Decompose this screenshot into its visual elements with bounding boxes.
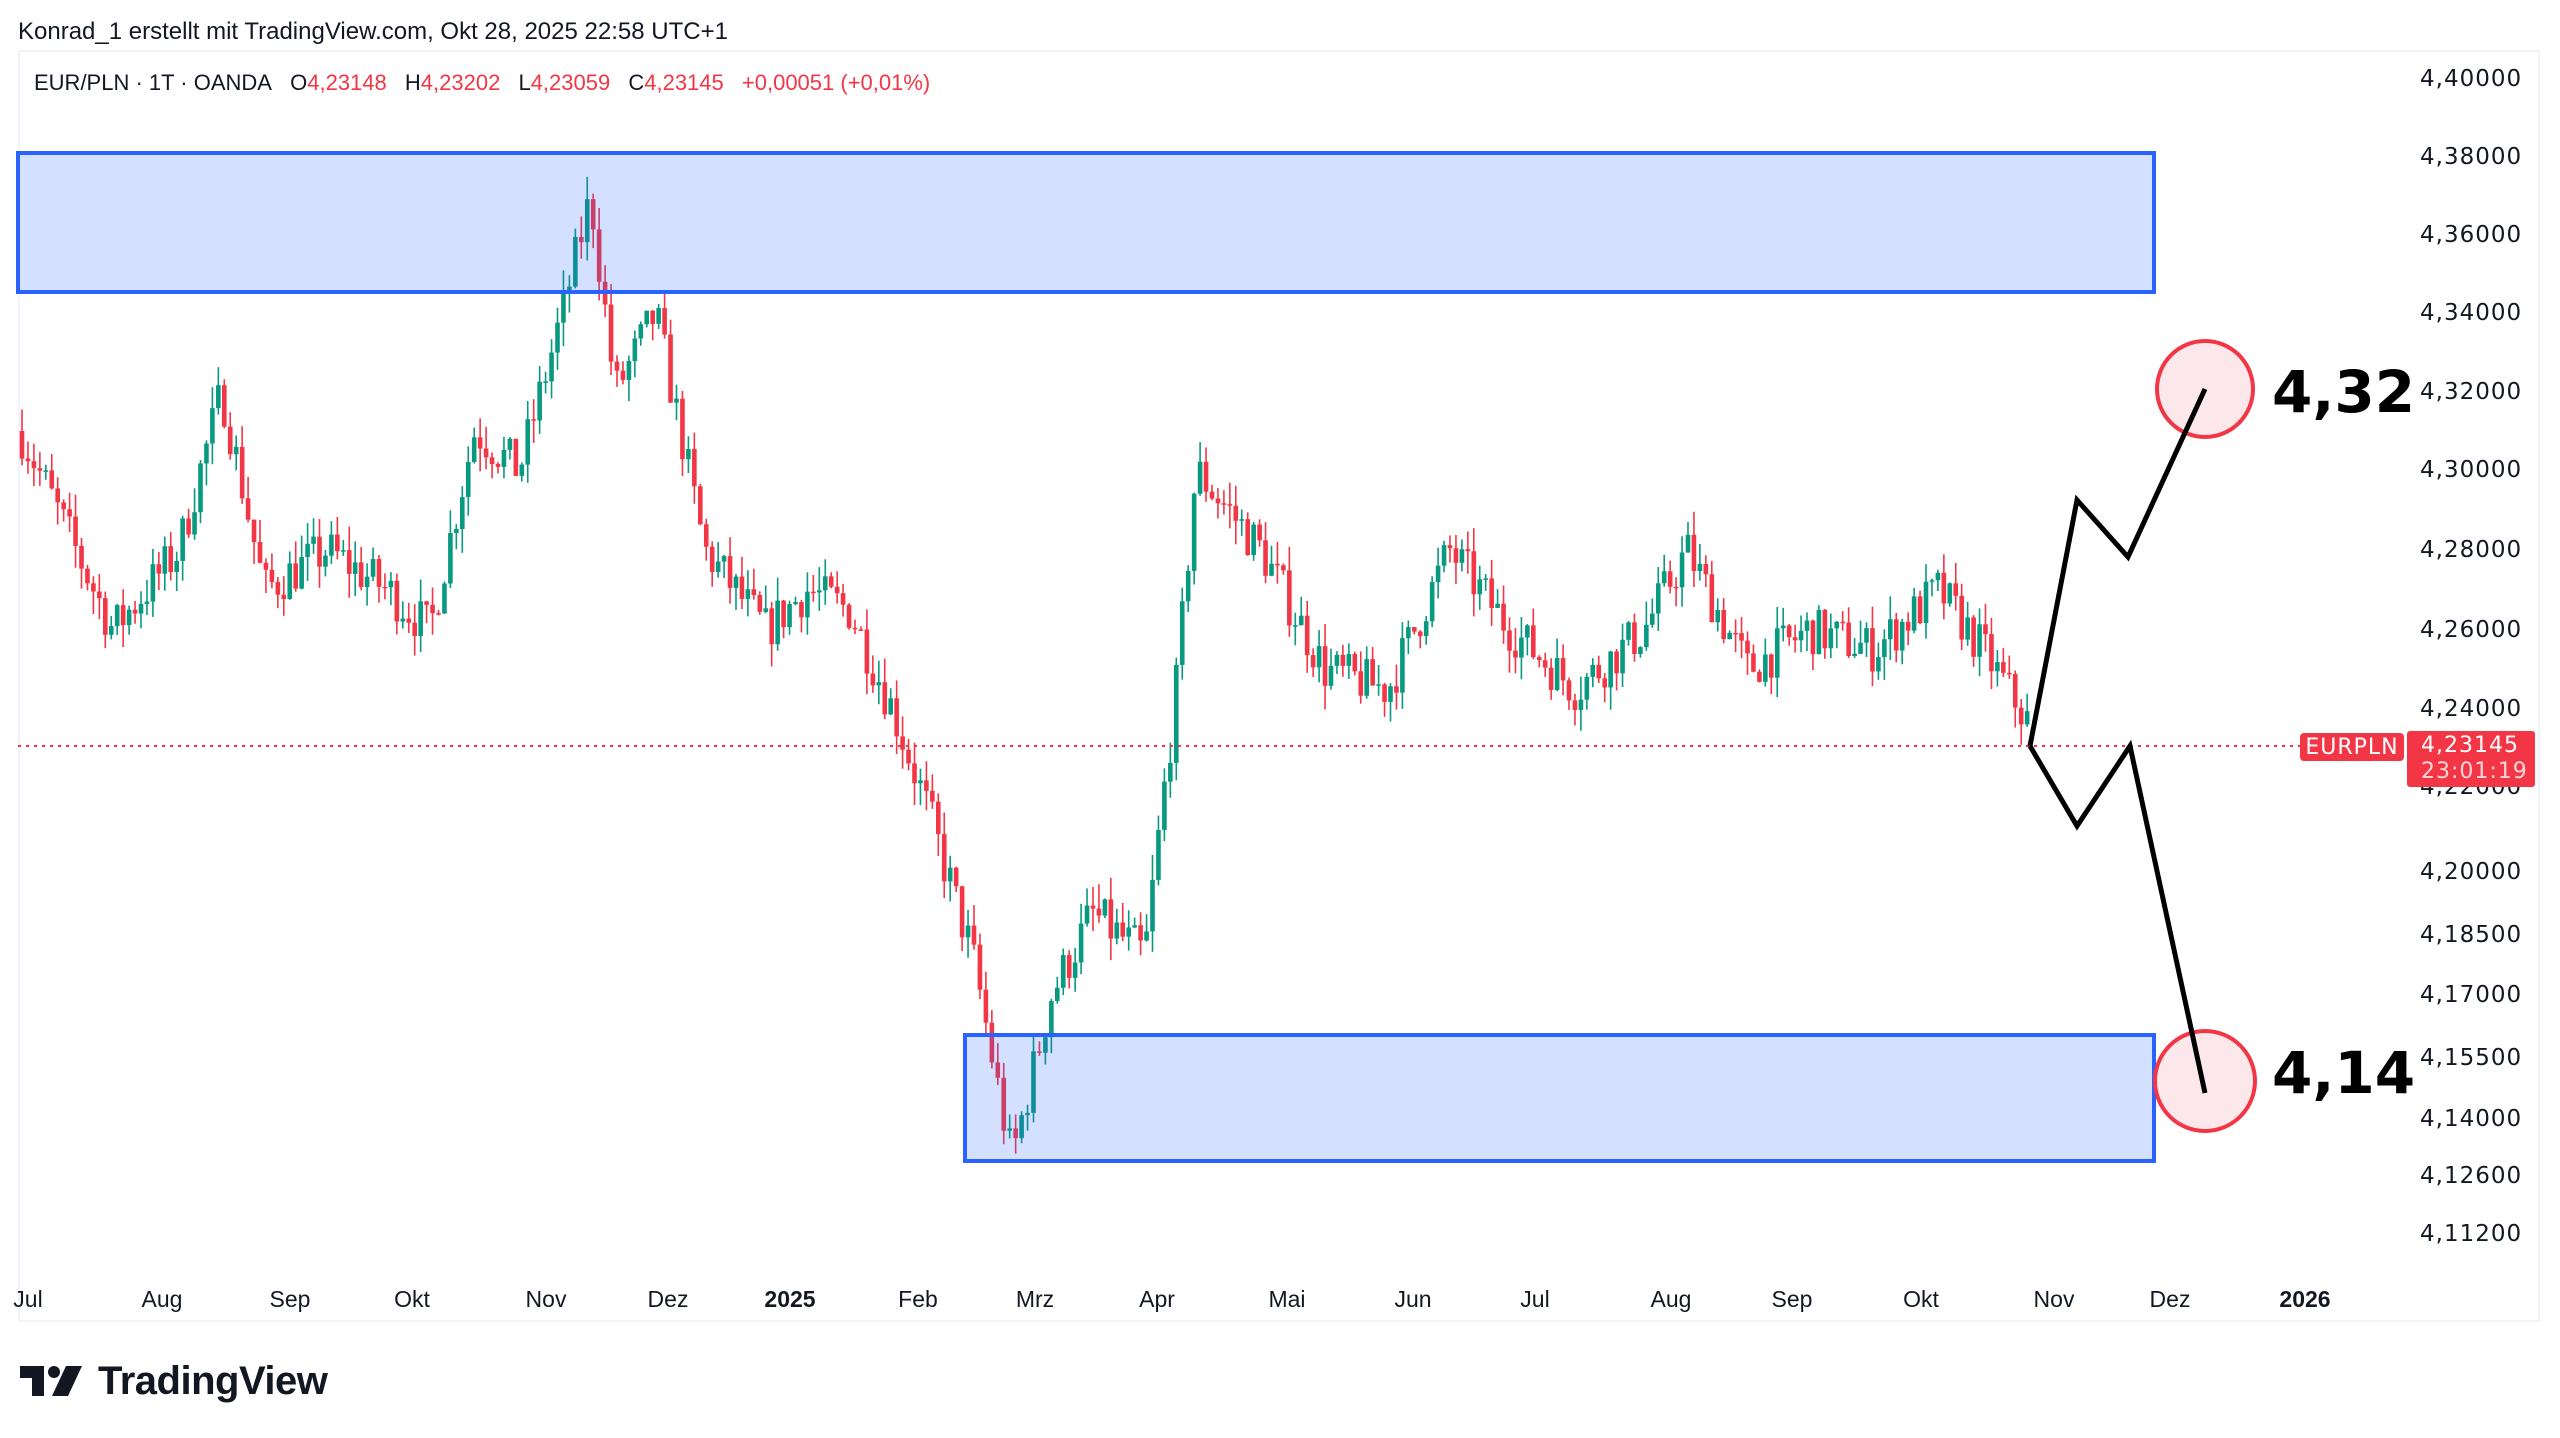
change-value: +0,00051 (+0,01%) bbox=[741, 70, 931, 95]
time-tick: Okt bbox=[1903, 1286, 1939, 1312]
time-tick: Jul bbox=[13, 1286, 43, 1312]
price-tick: 4,40000 bbox=[2420, 66, 2523, 92]
price-tick: 4,14000 bbox=[2420, 1106, 2523, 1132]
close-label: C bbox=[628, 70, 645, 95]
demand-zone bbox=[963, 1033, 2156, 1163]
time-tick: Sep bbox=[269, 1286, 311, 1312]
logo-text: TradingView bbox=[98, 1358, 328, 1403]
time-tick: 2025 bbox=[764, 1286, 816, 1312]
price-tick: 4,34000 bbox=[2420, 300, 2523, 326]
time-tick: Dez bbox=[2149, 1286, 2191, 1312]
chart-frame bbox=[18, 50, 2540, 1322]
time-tick: Apr bbox=[1139, 1286, 1175, 1312]
low-label: L bbox=[518, 70, 531, 95]
time-tick: Aug bbox=[141, 1286, 183, 1312]
tradingview-logo-icon bbox=[20, 1366, 82, 1396]
time-tick: Nov bbox=[2033, 1286, 2075, 1312]
close-value: 4,23145 bbox=[644, 70, 724, 95]
open-label: O bbox=[290, 70, 308, 95]
low-value: 4,23059 bbox=[530, 70, 611, 95]
time-tick: Mai bbox=[1268, 1286, 1306, 1312]
price-tick: 4,30000 bbox=[2420, 457, 2523, 483]
high-label: H bbox=[404, 70, 421, 95]
price-tick: 4,20000 bbox=[2420, 859, 2523, 885]
time-tick: Aug bbox=[1650, 1286, 1692, 1312]
price-tick: 4,24000 bbox=[2420, 696, 2523, 722]
bearish-path bbox=[2027, 739, 2208, 1094]
time-tick: 2026 bbox=[2279, 1286, 2331, 1312]
price-tick: 4,32000 bbox=[2420, 379, 2523, 405]
candlestick-series bbox=[19, 176, 2030, 1154]
time-tick: Mrz bbox=[1015, 1286, 1055, 1312]
supply-zone bbox=[16, 151, 2156, 294]
last-price-value: 4,23145 bbox=[2421, 733, 2519, 758]
chart-credit: Konrad_1 erstellt mit TradingView.com, O… bbox=[18, 18, 728, 45]
price-tick: 4,18500 bbox=[2420, 922, 2523, 948]
price-tick: 4,28000 bbox=[2420, 537, 2523, 563]
high-value: 4,23202 bbox=[420, 70, 501, 95]
upper-target-label: 4,32 bbox=[2272, 358, 2416, 426]
last-price-tag: 4,23145 23:01:19 bbox=[2407, 731, 2535, 787]
symbol-legend: EUR/PLN · 1T · OANDA O4,23148 H4,23202 L… bbox=[34, 70, 930, 96]
time-tick: Jul bbox=[1520, 1286, 1550, 1312]
price-tick: 4,12600 bbox=[2420, 1163, 2523, 1189]
price-tick: 4,36000 bbox=[2420, 222, 2523, 248]
open-value: 4,23148 bbox=[307, 70, 387, 95]
price-tick: 4,26000 bbox=[2420, 617, 2523, 643]
price-tick: 4,38000 bbox=[2420, 144, 2523, 170]
time-tick: Dez bbox=[647, 1286, 689, 1312]
bar-countdown: 23:01:19 bbox=[2421, 759, 2528, 784]
symbol-price-tag: EURPLN bbox=[2300, 733, 2404, 761]
tradingview-logo[interactable]: TradingView bbox=[20, 1356, 328, 1406]
symbol-info: EUR/PLN · 1T · OANDA bbox=[34, 70, 272, 95]
time-tick: Okt bbox=[394, 1286, 430, 1312]
lower-target-circle bbox=[2153, 1029, 2257, 1133]
price-tick: 4,11200 bbox=[2420, 1221, 2523, 1247]
bullish-path bbox=[2027, 387, 2208, 747]
lower-target-label: 4,14 bbox=[2272, 1039, 2416, 1107]
time-tick: Feb bbox=[898, 1286, 938, 1312]
time-tick: Jun bbox=[1394, 1286, 1432, 1312]
time-tick: Nov bbox=[525, 1286, 567, 1312]
price-tick: 4,17000 bbox=[2420, 982, 2523, 1008]
price-tick: 4,15500 bbox=[2420, 1045, 2523, 1071]
time-tick: Sep bbox=[1771, 1286, 1813, 1312]
